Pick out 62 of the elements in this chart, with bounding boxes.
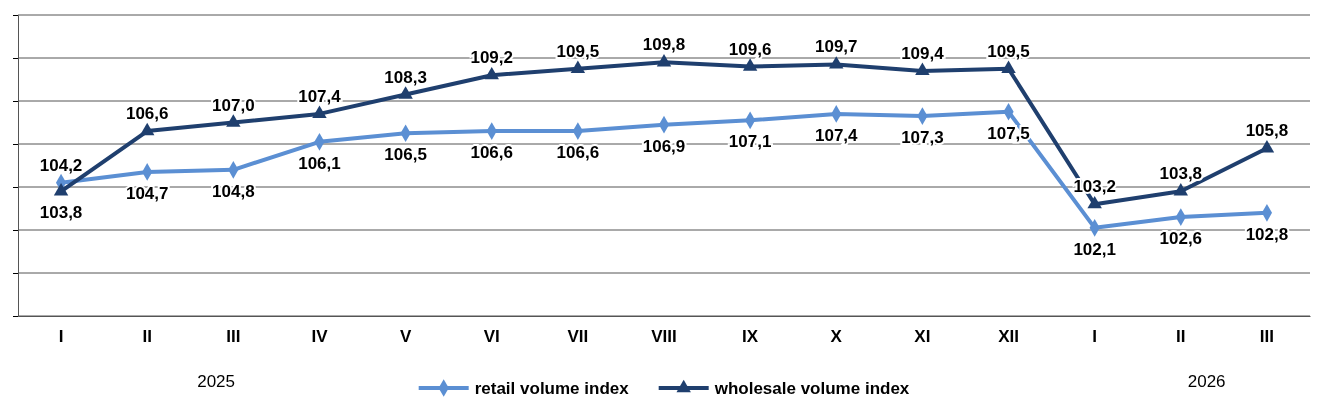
text: 2025: [197, 372, 236, 391]
data-label: 103,8: [1159, 164, 1203, 184]
x-tick-label: I: [1092, 327, 1098, 347]
data-label: 108,3: [384, 67, 427, 87]
x-tick-label: XI: [914, 327, 931, 347]
point: [1087, 195, 1102, 209]
data-label: 107,1: [728, 132, 772, 152]
point: [829, 56, 844, 69]
data-label: 107,3: [901, 128, 944, 148]
x-tick-label: V: [399, 327, 412, 347]
point: [53, 182, 69, 196]
x-tick-label: III: [226, 327, 241, 347]
data-label: 102,6: [1159, 229, 1203, 249]
legend-label: wholesale volume index: [713, 378, 910, 398]
data-label: 106,6: [556, 143, 600, 163]
x-tick-label: I: [58, 327, 64, 347]
data-label: 107,0: [212, 95, 255, 115]
point: [139, 122, 155, 136]
x-tick-label: IV: [311, 327, 329, 347]
x-tick-label: VII: [567, 327, 589, 347]
x-tick-label: II: [1176, 327, 1186, 347]
data-label: 106,9: [642, 136, 686, 156]
data-label: 106,6: [470, 143, 514, 163]
x-tick-label: XII: [998, 327, 1019, 347]
point: [656, 53, 672, 67]
data-label: 106,6: [125, 104, 169, 124]
data-label: 106,1: [298, 153, 341, 173]
data-label: 104,2: [39, 155, 83, 175]
data-label: 104,8: [212, 181, 255, 201]
data-label: 104,7: [125, 183, 169, 203]
point: [1001, 60, 1016, 73]
point: [484, 66, 499, 80]
point: [915, 62, 930, 76]
data-label: 103,8: [39, 203, 83, 223]
data-label: 109,8: [642, 35, 686, 55]
data-label: 109,5: [556, 41, 600, 61]
data-label: 109,2: [470, 48, 514, 68]
x-tick-label: X: [830, 327, 843, 347]
legend-label: retail volume index: [474, 378, 630, 398]
data-label: 109,5: [987, 41, 1030, 61]
point: [312, 105, 327, 119]
point: [1173, 182, 1189, 196]
x-tick-label: IX: [742, 327, 759, 347]
data-label: 109,7: [814, 37, 858, 57]
point: [570, 60, 586, 73]
data-label: 109,4: [901, 43, 945, 63]
x-tick-label: II: [142, 327, 152, 347]
x-tick-label: VI: [483, 327, 500, 347]
point: [398, 86, 413, 99]
point: [226, 114, 241, 127]
data-label: 106,5: [384, 145, 427, 165]
x-tick-label: VIII: [651, 327, 677, 347]
data-label: 102,8: [1245, 224, 1289, 244]
data-label: 105,8: [1245, 121, 1289, 141]
point: [742, 58, 758, 71]
data-label: 107,4: [298, 86, 342, 106]
data-label: 109,6: [728, 39, 772, 59]
text: 2026: [1187, 372, 1226, 391]
data-label: 102,1: [1073, 239, 1116, 259]
data-label: 107,4: [814, 125, 859, 145]
x-tick-label: III: [1259, 327, 1275, 347]
point: [1259, 139, 1275, 153]
